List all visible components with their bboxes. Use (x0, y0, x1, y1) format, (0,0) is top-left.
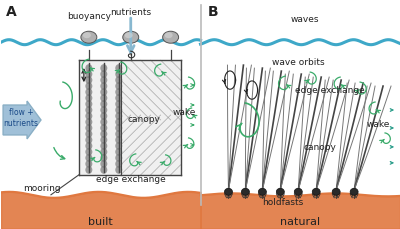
Ellipse shape (85, 124, 92, 132)
Text: flow +
nutrients: flow + nutrients (4, 108, 38, 128)
Ellipse shape (115, 76, 122, 84)
Ellipse shape (115, 112, 122, 120)
Ellipse shape (258, 188, 266, 195)
Ellipse shape (294, 188, 302, 195)
Ellipse shape (100, 76, 107, 84)
Text: wake: wake (172, 107, 196, 117)
Ellipse shape (85, 148, 92, 156)
Text: waves: waves (291, 15, 320, 24)
Ellipse shape (100, 82, 107, 90)
Ellipse shape (85, 118, 92, 126)
Ellipse shape (115, 64, 122, 72)
Ellipse shape (85, 100, 92, 108)
Text: natural: natural (280, 217, 320, 227)
Text: mooring: mooring (23, 184, 61, 193)
Ellipse shape (115, 130, 122, 138)
Ellipse shape (115, 160, 122, 168)
Ellipse shape (85, 154, 92, 162)
Ellipse shape (85, 88, 92, 96)
Ellipse shape (100, 64, 107, 72)
Bar (79, 60, 181, 175)
Ellipse shape (100, 106, 107, 114)
Ellipse shape (100, 154, 107, 162)
Ellipse shape (332, 188, 340, 195)
Ellipse shape (100, 88, 107, 96)
Ellipse shape (100, 70, 107, 78)
Ellipse shape (85, 166, 92, 174)
Ellipse shape (85, 94, 92, 102)
Text: built: built (88, 217, 113, 227)
Ellipse shape (100, 124, 107, 132)
Ellipse shape (85, 70, 92, 78)
Text: canopy: canopy (127, 115, 160, 125)
Ellipse shape (100, 142, 107, 150)
Ellipse shape (85, 76, 92, 84)
Ellipse shape (83, 32, 91, 38)
Ellipse shape (100, 130, 107, 138)
Ellipse shape (115, 154, 122, 162)
Ellipse shape (85, 82, 92, 90)
Ellipse shape (115, 148, 122, 156)
Ellipse shape (100, 148, 107, 156)
Ellipse shape (242, 188, 250, 195)
Text: nutrients: nutrients (110, 8, 151, 17)
Ellipse shape (100, 160, 107, 168)
Ellipse shape (100, 166, 107, 174)
Ellipse shape (85, 136, 92, 144)
FancyArrow shape (3, 101, 41, 139)
Ellipse shape (115, 88, 122, 96)
Text: edge exchange: edge exchange (295, 86, 365, 95)
Ellipse shape (100, 118, 107, 126)
Text: wave orbits: wave orbits (272, 58, 325, 67)
Ellipse shape (115, 166, 122, 174)
Ellipse shape (115, 70, 122, 78)
Text: A: A (6, 5, 17, 19)
Ellipse shape (276, 188, 284, 195)
Ellipse shape (163, 31, 179, 43)
Text: buoyancy: buoyancy (67, 12, 111, 21)
Ellipse shape (115, 100, 122, 108)
Ellipse shape (115, 82, 122, 90)
Ellipse shape (85, 142, 92, 150)
Ellipse shape (115, 142, 122, 150)
Ellipse shape (85, 112, 92, 120)
Text: holdfasts: holdfasts (262, 198, 303, 207)
Ellipse shape (123, 31, 139, 43)
Ellipse shape (100, 94, 107, 102)
Ellipse shape (85, 106, 92, 114)
Ellipse shape (115, 124, 122, 132)
Ellipse shape (100, 112, 107, 120)
Ellipse shape (350, 188, 358, 195)
Ellipse shape (100, 100, 107, 108)
Text: B: B (208, 5, 218, 19)
Ellipse shape (224, 188, 232, 195)
Ellipse shape (115, 136, 122, 144)
Ellipse shape (85, 64, 92, 72)
Ellipse shape (125, 32, 133, 38)
Ellipse shape (115, 118, 122, 126)
Text: edge exchange: edge exchange (96, 175, 166, 184)
Ellipse shape (115, 106, 122, 114)
Ellipse shape (85, 130, 92, 138)
Ellipse shape (165, 32, 173, 38)
Text: wake: wake (367, 120, 390, 129)
Ellipse shape (115, 94, 122, 102)
Ellipse shape (100, 136, 107, 144)
Ellipse shape (85, 160, 92, 168)
Ellipse shape (312, 188, 320, 195)
Text: canopy: canopy (304, 143, 337, 153)
Ellipse shape (81, 31, 97, 43)
